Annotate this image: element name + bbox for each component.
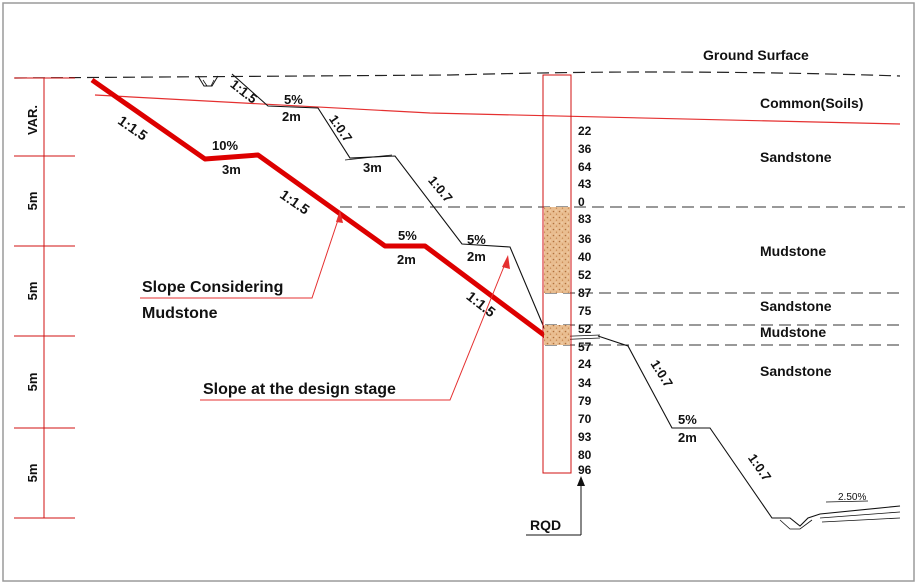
design-bench-grade-label: 10% [212,138,238,153]
slope-considering-mudstone-label-line1: Slope Considering [142,279,283,296]
rqd-value: 80 [578,448,592,462]
lower-bench-width-label: 2m [678,430,697,445]
slope-considering-mudstone-label-line2: Mudstone [142,305,218,322]
common-soils-label: Common(Soils) [760,95,863,111]
lower-slope-ratio-label: 1:0.7 [648,357,676,390]
rqd-value: 96 [578,463,592,477]
design-bench-width-label: 2m [397,252,416,267]
mudstone-bench-width-label: 3m [363,160,382,175]
rqd-borehole-column [542,74,572,474]
rqd-value: 57 [578,340,592,354]
slope-mudstone-leader-arrow [336,210,343,223]
rqd-value: 40 [578,250,592,264]
mudstone-bench-grade-label: 5% [467,232,486,247]
lower-bench-grade-label: 5% [678,412,697,427]
mudstone-bench-grade-label: 5% [284,92,303,107]
rqd-value: 52 [578,322,592,336]
ditch-grade-underline [825,500,869,503]
ditch-grade-label: 2.50% [838,492,866,503]
rqd-value: 75 [578,304,592,318]
design-slope-profile [90,77,550,341]
ground-surface-label: Ground Surface [703,47,809,63]
rqd-value: 52 [578,268,592,282]
lower-slope-profile [597,335,901,527]
ground-surface-line [14,71,901,79]
lower-slope-ratio-label: 1:0.7 [745,451,774,484]
rqd-mudstone-fill [544,207,570,293]
scale-segment-label: 5m [25,282,40,301]
rqd-value: 34 [578,376,592,390]
rqd-value: 87 [578,286,592,300]
sandstone-label: Sandstone [760,363,832,379]
slope-mudstone-leader [140,213,341,299]
rqd-arrow-head [577,476,585,486]
sandstone-label: Sandstone [760,298,832,314]
scale-var-label: VAR. [25,105,40,135]
rqd-value: 24 [578,357,592,371]
rqd-value: 83 [578,212,592,226]
sandstone-label: Sandstone [760,149,832,165]
mudstone-label: Mudstone [760,324,826,340]
rqd-value: 22 [578,124,592,138]
bench-detail [344,154,393,161]
rqd-value: 0 [578,195,585,209]
rqd-values: 22 36 64 43 0 83 36 40 52 87 75 52 57 24… [578,124,592,477]
soil-rock-boundary-line [94,94,901,125]
vertical-scale [14,77,75,519]
rqd-value: 79 [578,394,592,408]
rqd-value: 36 [578,232,592,246]
slope-design-leader-arrow [502,255,510,269]
mudstone-slope-ratio-label: 1:0.7 [425,173,456,205]
scale-segment-label: 5m [25,192,40,211]
rqd-label: RQD [530,517,561,533]
rqd-value: 64 [578,160,592,174]
mudstone-bench-width-label: 2m [282,109,301,124]
ditch-bench-line [821,517,901,523]
slope-design-leader [200,258,508,401]
design-bench-grade-label: 5% [398,228,417,243]
ditch-detail [779,519,813,530]
rqd-value: 43 [578,177,592,191]
design-bench-width-label: 3m [222,162,241,177]
rqd-value: 70 [578,412,592,426]
ditch-bench-line [819,511,901,519]
rqd-value: 36 [578,142,592,156]
top-ditch [197,75,219,87]
mudstone-bench-width-label: 2m [467,249,486,264]
scale-segment-label: 5m [25,464,40,483]
mudstone-label: Mudstone [760,243,826,259]
slope-design-stage-label: Slope at the design stage [203,381,396,398]
rqd-value: 93 [578,430,592,444]
rqd-thin-mudstone-fill [544,325,570,345]
scale-segment-label: 5m [25,373,40,392]
